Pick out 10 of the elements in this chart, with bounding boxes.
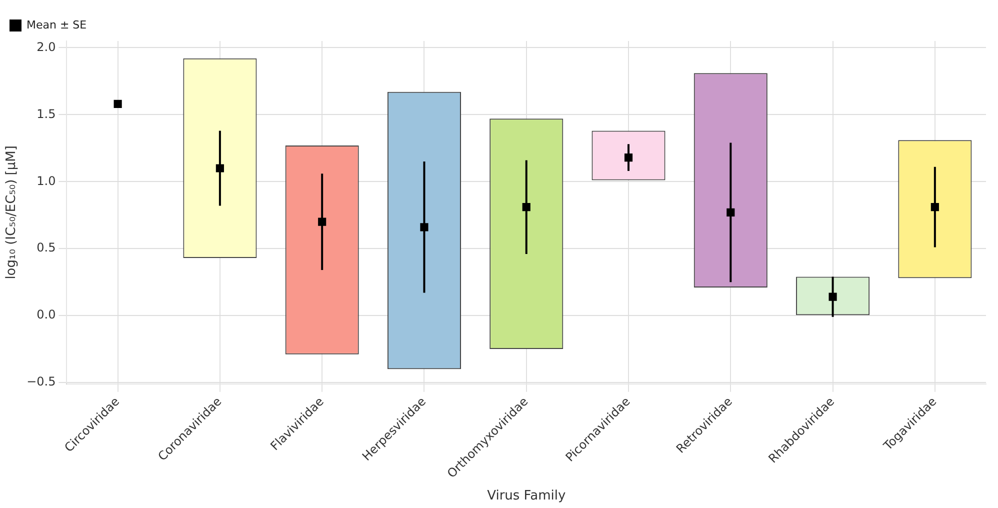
y-tick-label: −0.5 bbox=[26, 374, 56, 389]
legend-label: Mean ± SE bbox=[26, 18, 87, 32]
x-axis-title: Virus Family bbox=[487, 488, 566, 504]
y-axis-title: log₁₀ (IC₅₀/EC₅₀) [μM] bbox=[4, 146, 20, 280]
y-tick-label: 0.5 bbox=[36, 240, 56, 255]
y-tick-label: 1.5 bbox=[36, 106, 56, 121]
y-tick-label: 0.0 bbox=[36, 308, 56, 322]
point bbox=[114, 100, 122, 108]
y-tick-label: 2.0 bbox=[36, 40, 56, 54]
y-tick-label: 1.0 bbox=[36, 174, 56, 188]
